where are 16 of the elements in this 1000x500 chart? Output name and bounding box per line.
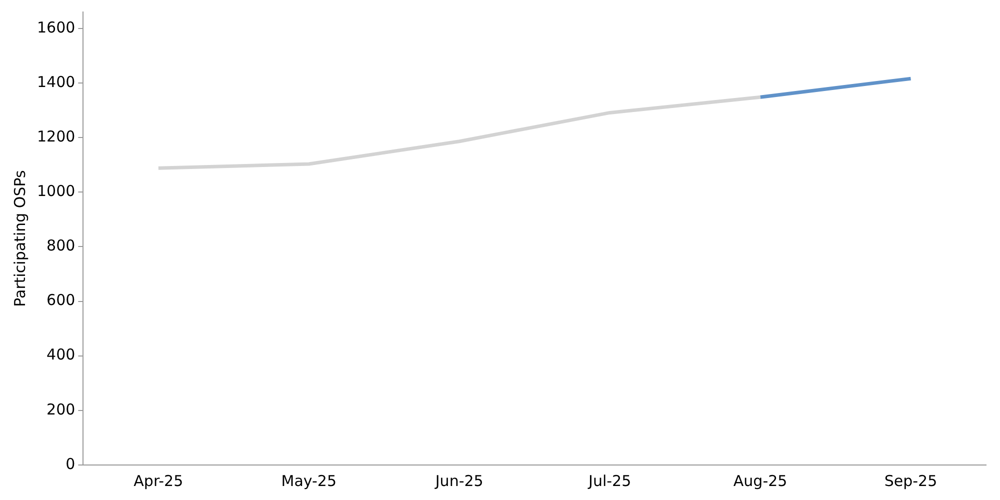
- x-tick-label: Apr-25: [134, 472, 184, 490]
- y-axis-title: Participating OSPs: [10, 170, 29, 307]
- x-tick-label: Jul-25: [588, 472, 632, 490]
- y-tick-label: 1000: [36, 182, 76, 200]
- y-tick-label: 1200: [36, 127, 76, 146]
- y-tick-label: 400: [46, 346, 76, 364]
- y-tick-label: 1600: [36, 18, 76, 36]
- y-tick-label: 200: [46, 400, 76, 418]
- y-tick-label: 800: [46, 236, 76, 255]
- x-tick-label: Jun-25: [434, 472, 484, 490]
- x-tick-label: Aug-25: [733, 472, 788, 490]
- x-tick-label: May-25: [281, 472, 337, 490]
- y-tick-label: 600: [46, 291, 76, 310]
- y-tick-label: 0: [66, 454, 76, 473]
- x-tick-label: Sep-25: [884, 472, 938, 490]
- y-tick-label: 1400: [36, 72, 76, 91]
